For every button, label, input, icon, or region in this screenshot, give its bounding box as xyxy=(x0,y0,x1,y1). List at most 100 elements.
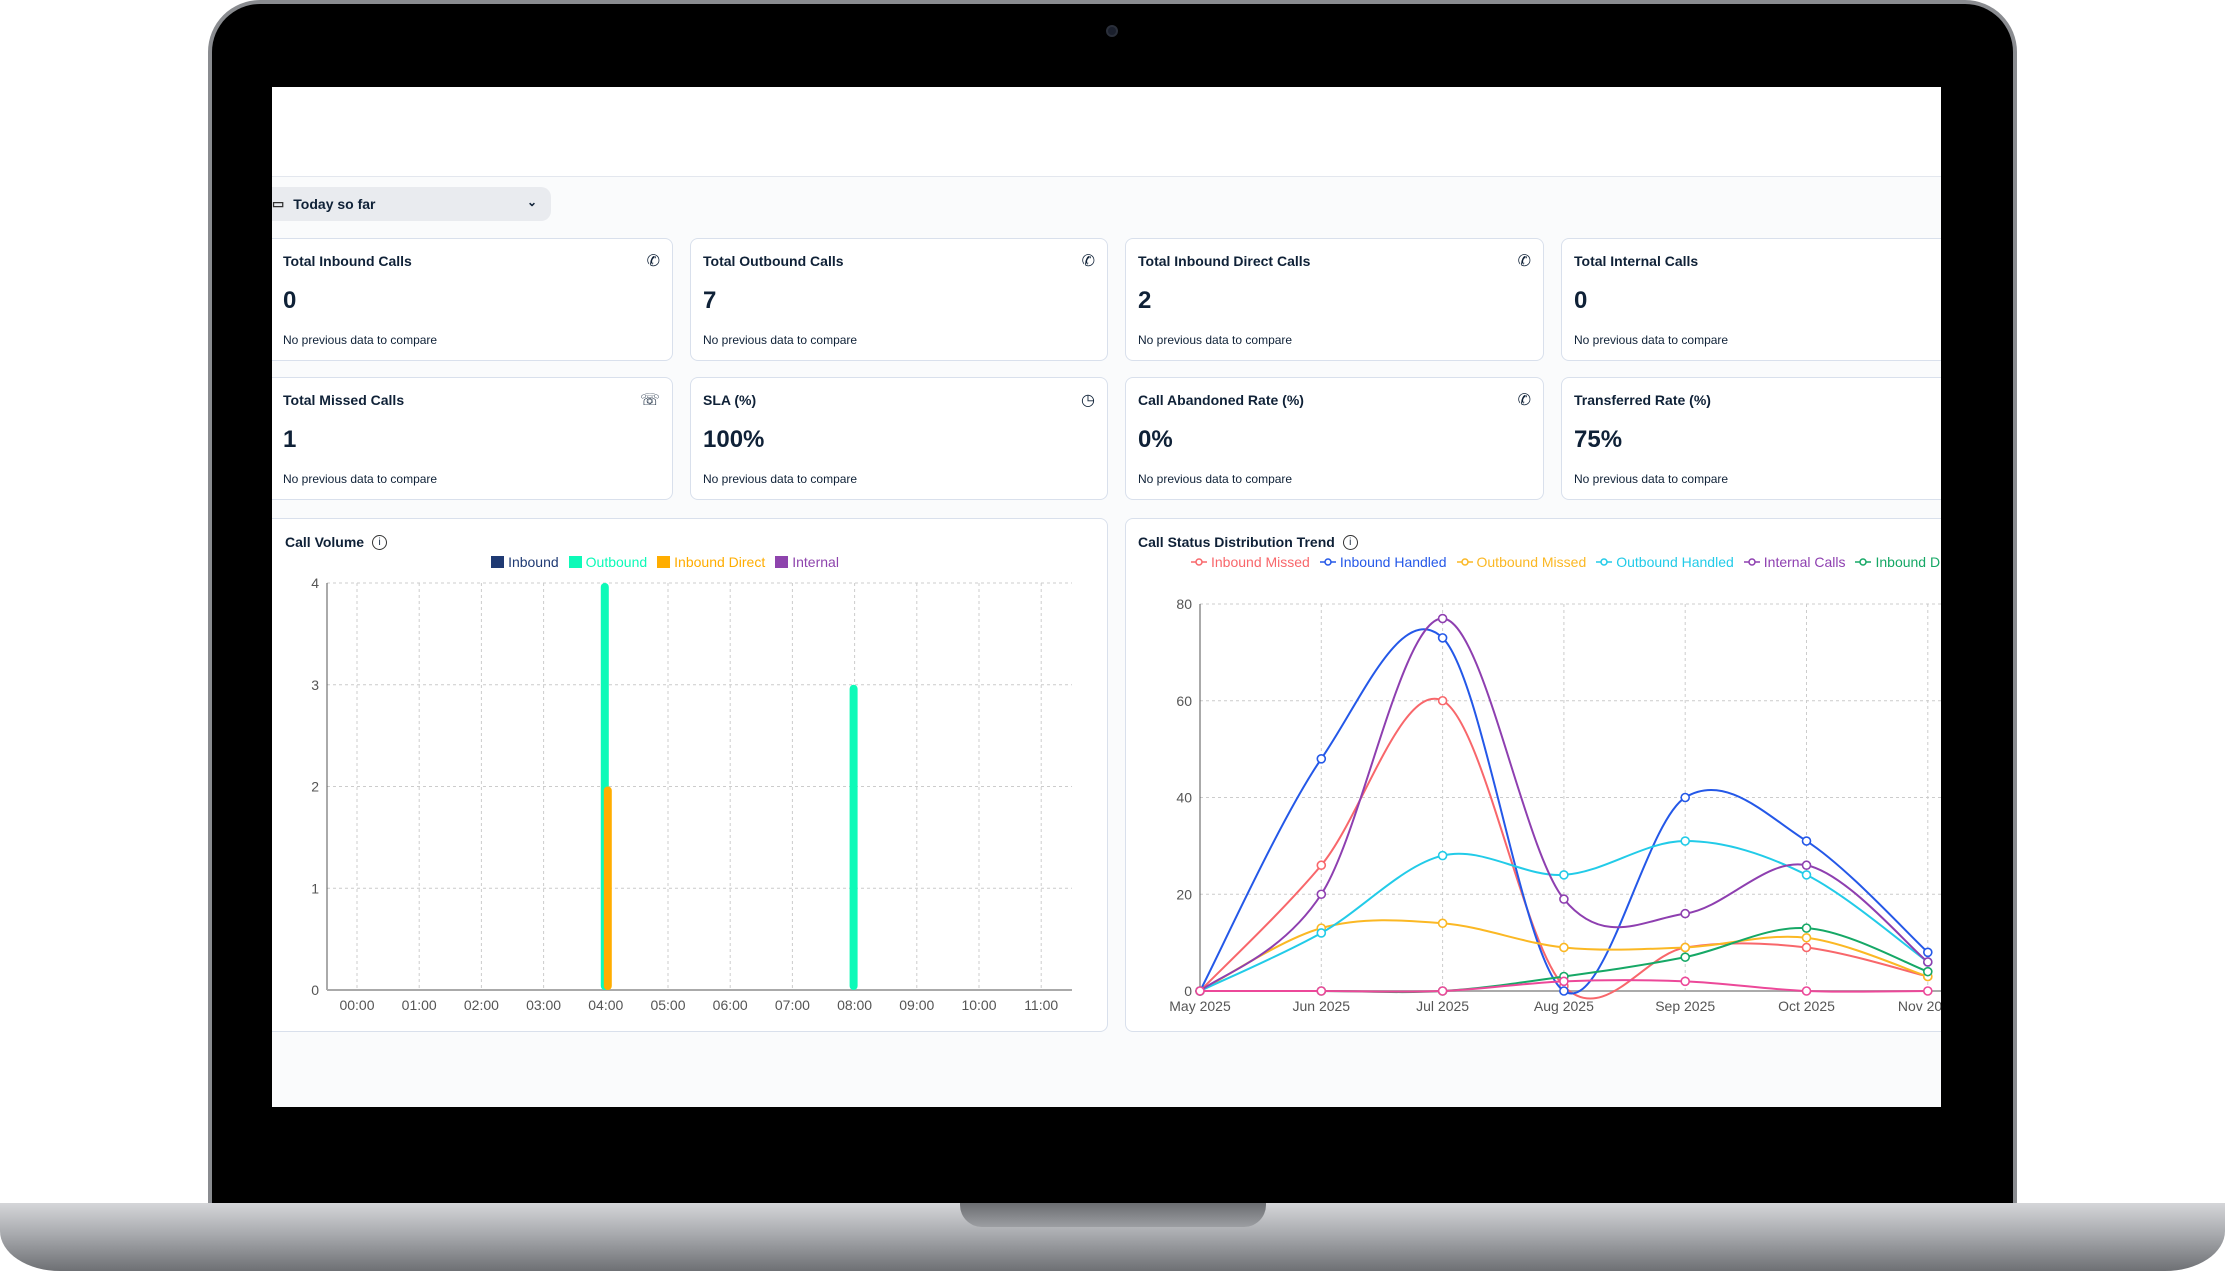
data-point xyxy=(1922,986,1933,996)
call-status-trend-chart: Call Status Distribution Trend i Inbound … xyxy=(1125,518,1941,1032)
phone-off-icon: ✆ xyxy=(1517,392,1531,409)
x-tick-label: 02:00 xyxy=(464,997,499,1013)
x-tick-label: 09:00 xyxy=(899,997,934,1013)
data-point xyxy=(1801,932,1812,943)
legend-item[interactable]: Internal Calls xyxy=(1743,554,1846,570)
data-point xyxy=(1680,942,1691,953)
data-point xyxy=(1559,870,1569,880)
info-icon[interactable]: i xyxy=(372,534,388,550)
legend-label: Outbound Handled xyxy=(1616,554,1734,570)
x-tick-label: 04:00 xyxy=(588,997,623,1013)
legend-marker-icon xyxy=(1855,558,1872,566)
info-icon[interactable]: i xyxy=(1342,534,1358,550)
kpi-card: Total Inbound Calls 0 No previous data t… xyxy=(272,238,673,361)
legend-item[interactable]: Inbound Missed xyxy=(1191,554,1310,570)
camera xyxy=(1106,25,1118,37)
data-point xyxy=(1922,957,1933,967)
kpi-card: SLA (%) 100% No previous data to compare… xyxy=(690,377,1108,500)
legend-swatch xyxy=(775,556,789,568)
kpi-subtext: No previous data to compare xyxy=(1138,333,1293,347)
kpi-title: Total Outbound Calls xyxy=(703,253,844,269)
clock-icon: ◷ xyxy=(1081,392,1095,409)
data-point xyxy=(1195,986,1205,996)
legend-item[interactable]: Inbound xyxy=(491,554,559,570)
data-point xyxy=(1680,908,1691,919)
chart-legend: Inbound Outbound Inbound Direct Internal xyxy=(272,554,1087,570)
kpi-card: Total Outbound Calls 7 No previous data … xyxy=(690,238,1108,361)
data-point xyxy=(1801,942,1812,953)
legend-swatch xyxy=(657,556,671,568)
x-tick-label: 06:00 xyxy=(713,997,748,1013)
data-point xyxy=(1922,947,1933,958)
legend-label: Inbound Direct xyxy=(674,554,766,570)
date-range-dropdown[interactable]: ▭ Today so far ⌄ xyxy=(272,187,551,221)
x-tick-label: Oct 2025 xyxy=(1778,998,1835,1014)
phone-outgoing-icon: ✆ xyxy=(1081,253,1095,270)
x-tick-label: 00:00 xyxy=(339,997,374,1013)
data-point xyxy=(1437,918,1448,929)
legend-label: Inbound Missed xyxy=(1211,554,1310,570)
kpi-card: Transferred Rate (%) 75% No previous dat… xyxy=(1561,377,1941,500)
legend-item[interactable]: Outbound Missed xyxy=(1456,554,1586,570)
kpi-subtext: No previous data to compare xyxy=(1138,472,1293,486)
data-point xyxy=(1680,836,1691,846)
y-tick-label: 0 xyxy=(311,982,319,998)
legend-item[interactable]: Inbound Direct xyxy=(657,554,765,570)
y-tick-label: 60 xyxy=(1176,693,1192,709)
kpi-title: Total Missed Calls xyxy=(283,392,405,408)
kpi-title: Total Internal Calls xyxy=(1574,253,1699,269)
data-point xyxy=(1316,928,1327,938)
kpi-subtext: No previous data to compare xyxy=(1574,333,1729,347)
kpi-subtext: No previous data to compare xyxy=(703,333,858,347)
legend-label: Inbound xyxy=(508,554,559,570)
legend-label: Internal xyxy=(792,554,839,570)
kpi-card: Total Missed Calls 1 No previous data to… xyxy=(272,377,673,500)
x-tick-label: 08:00 xyxy=(837,997,872,1013)
chevron-down-icon: ⌄ xyxy=(526,195,537,209)
y-tick-label: 3 xyxy=(311,677,319,693)
screen: ▭ Today so far ⌄ Total Inbound Calls 0 N… xyxy=(272,87,1941,1107)
legend-item[interactable]: Inbound Direct Handled xyxy=(1855,554,1941,570)
data-point xyxy=(1801,870,1812,880)
x-tick-label: 11:00 xyxy=(1024,997,1058,1013)
y-tick-label: 4 xyxy=(311,575,319,591)
legend-item[interactable]: Outbound Handled xyxy=(1596,554,1734,570)
legend-item[interactable]: Outbound xyxy=(568,554,647,570)
data-point xyxy=(1680,792,1691,803)
x-tick-label: 01:00 xyxy=(402,997,437,1013)
legend-swatch xyxy=(568,556,582,568)
legend-item[interactable]: Inbound Handled xyxy=(1319,554,1447,570)
x-tick-label: 03:00 xyxy=(526,997,561,1013)
bar xyxy=(849,684,858,990)
legend-label: Internal Calls xyxy=(1763,554,1846,570)
kpi-subtext: No previous data to compare xyxy=(283,333,438,347)
x-tick-label: 10:00 xyxy=(961,997,996,1013)
y-tick-label: 2 xyxy=(311,779,319,795)
data-point xyxy=(1559,986,1569,996)
kpi-title: Call Abandoned Rate (%) xyxy=(1138,392,1304,408)
data-point xyxy=(1316,860,1327,871)
data-point xyxy=(1559,976,1569,987)
top-bar xyxy=(272,87,1941,177)
x-tick-label: May 2025 xyxy=(1169,998,1231,1014)
kpi-card: Call Abandoned Rate (%) 0% No previous d… xyxy=(1125,377,1544,500)
x-tick-label: Sep 2025 xyxy=(1655,998,1715,1014)
data-point xyxy=(1801,986,1812,996)
data-point xyxy=(1559,942,1569,953)
call-volume-chart: Call Volume i Inbound Outbound Inbound Dire… xyxy=(272,518,1108,1032)
legend-marker-icon xyxy=(1456,558,1473,566)
legend-marker-icon xyxy=(1596,558,1613,566)
legend-marker-icon xyxy=(1191,558,1207,566)
data-point xyxy=(1437,633,1448,643)
phone-incoming-icon: ✆ xyxy=(646,253,660,270)
x-tick-label: Jun 2025 xyxy=(1292,998,1350,1014)
data-point xyxy=(1680,976,1691,987)
kpi-card: Total Inbound Direct Calls 2 No previous… xyxy=(1125,238,1544,361)
kpi-value: 2 xyxy=(1138,287,1152,314)
kpi-value: 0 xyxy=(1574,287,1588,314)
data-point xyxy=(1801,836,1812,846)
laptop-notch xyxy=(960,1203,1266,1227)
legend-item[interactable]: Internal xyxy=(775,554,839,570)
x-tick-label: 05:00 xyxy=(650,997,685,1013)
data-point xyxy=(1680,952,1691,962)
